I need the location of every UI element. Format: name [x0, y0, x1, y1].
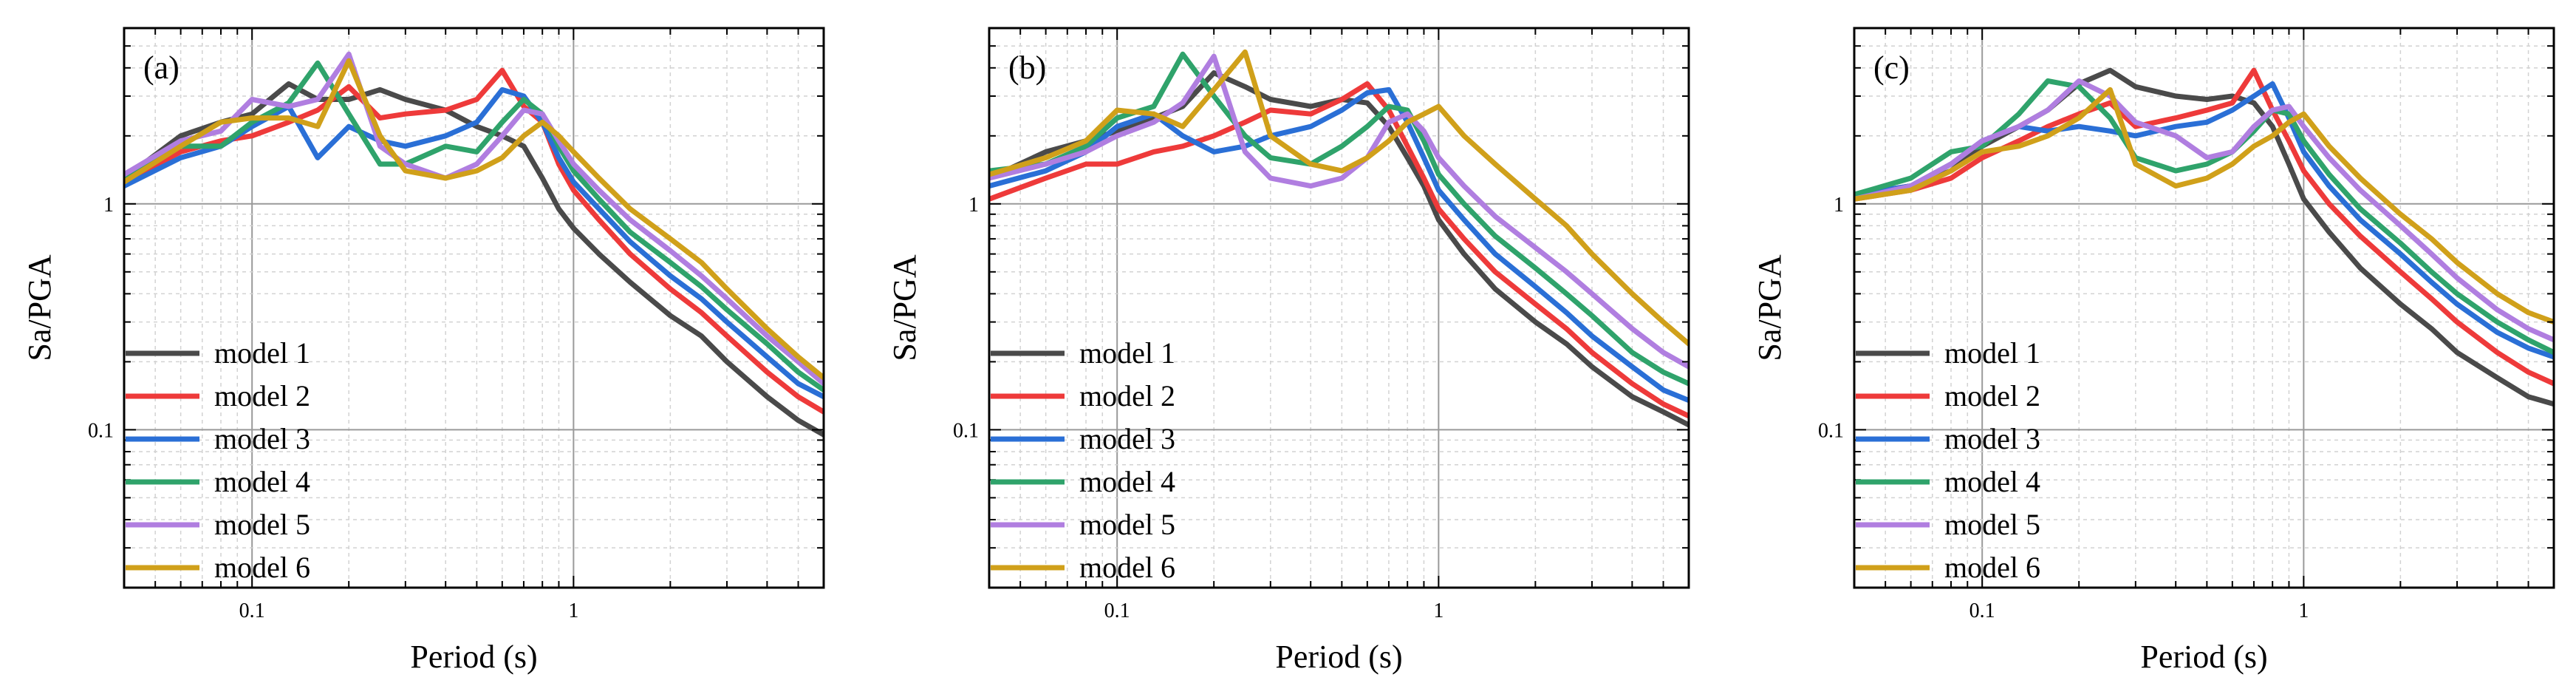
panel-c-series-5-line	[1854, 78, 2554, 343]
panel-b-x-tick-label: 0.1	[1104, 599, 1130, 622]
panel-b-series-6-line	[989, 49, 1689, 347]
panel-b-series-2-line	[989, 81, 1689, 419]
panel-a-legend-label-5: model 5	[214, 508, 310, 541]
panel-b-series-1-line	[989, 70, 1689, 428]
panel-b-legend-label-5: model 5	[1079, 508, 1175, 541]
panel-c-legend-label-5: model 5	[1944, 508, 2040, 541]
panel-c-x-tick-label: 1	[2298, 599, 2309, 622]
panel-b-series-3-line	[989, 86, 1689, 404]
panel-b-panel-label: (b)	[1008, 50, 1046, 86]
panel-c-y-tick-label: 0.1	[1818, 419, 1844, 442]
panel-b-series-5-line	[989, 53, 1689, 370]
panel-c-chart: 0.1 1 0.1 1 Period (s) Sa/PGA (c) model 1 model …	[1752, 27, 2555, 675]
panel-a-x-axis-label: Period (s)	[410, 639, 537, 675]
panel-a-x-tick-label: 0.1	[239, 599, 265, 622]
panel-c-legend-label-4: model 4	[1944, 465, 2040, 498]
panel-b-plot-frame	[988, 27, 1690, 589]
panel-b-legend-label-4: model 4	[1079, 465, 1175, 498]
panel-a-series-6-line	[124, 58, 824, 381]
panel-b-x-axis-label: Period (s)	[1275, 639, 1402, 675]
panel-a-y-tick-label: 1	[103, 194, 114, 217]
panel-a-legend-label-3: model 3	[214, 422, 310, 455]
panel-b-legend-label-2: model 2	[1079, 379, 1175, 412]
panel-c-legend-label-2: model 2	[1944, 379, 2040, 412]
panel-b-x-tick-label: 1	[1433, 599, 1444, 622]
panel-a-series-3-line	[124, 86, 824, 400]
panel-b-y-axis-label: Sa/PGA	[886, 254, 923, 361]
panel-a-y-axis-label: Sa/PGA	[21, 254, 58, 361]
panel-c-y-tick-label: 1	[1834, 194, 1844, 217]
panel-c-legend-label-1: model 1	[1944, 336, 2040, 370]
panel-c-legend-label-6: model 6	[1944, 551, 2040, 584]
panel-b-legend-label-3: model 3	[1079, 422, 1175, 455]
panel-a-legend-label-2: model 2	[214, 379, 310, 412]
panel-a-series-2-line	[124, 67, 824, 415]
panel-c-y-axis-label: Sa/PGA	[1752, 254, 1788, 361]
panel-c-plot-frame	[1853, 27, 2555, 589]
panel-a-panel-label: (a)	[143, 50, 180, 86]
panel-c-x-axis-label: Period (s)	[2140, 639, 2267, 675]
panel-a-chart: 0.1 1 0.1 1 Period (s) Sa/PGA (a) model 1 model …	[21, 27, 825, 675]
panel-a-y-tick-label: 0.1	[88, 419, 114, 442]
panel-b-y-tick-label: 0.1	[953, 419, 979, 442]
panel-a-legend-label-1: model 1	[214, 336, 310, 370]
panel-b-chart: 0.1 1 0.1 1 Period (s) Sa/PGA (b) model 1 model …	[886, 27, 1690, 675]
panel-a-legend-label-4: model 4	[214, 465, 310, 498]
panel-b-legend-label-6: model 6	[1079, 551, 1175, 584]
panel-c-series-6-line	[1854, 86, 2554, 325]
panel-c-panel-label: (c)	[1873, 50, 1910, 86]
panel-c-legend-label-3: model 3	[1944, 422, 2040, 455]
panel-b-series-4-line	[989, 51, 1689, 387]
panel-a-series-1-line	[124, 81, 824, 438]
panel-b-y-tick-label: 1	[968, 194, 979, 217]
panel-b-legend-label-1: model 1	[1079, 336, 1175, 370]
panel-c-x-tick-label: 0.1	[1969, 599, 1995, 622]
panel-c-series-2-line	[1854, 67, 2554, 387]
panel-a-x-tick-label: 1	[568, 599, 578, 622]
panel-a-legend-label-6: model 6	[214, 551, 310, 584]
panel-a-plot-frame	[123, 27, 825, 589]
panel-a-series-5-line	[124, 51, 824, 387]
